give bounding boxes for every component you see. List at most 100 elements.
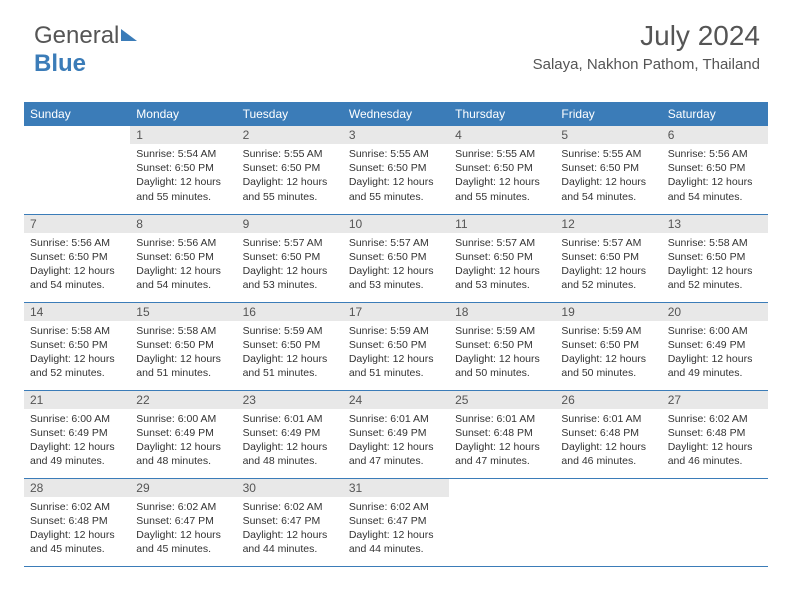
day-details: Sunrise: 6:00 AMSunset: 6:49 PMDaylight:… — [24, 409, 130, 473]
logo-part2: Blue — [34, 50, 86, 77]
calendar-cell: 21Sunrise: 6:00 AMSunset: 6:49 PMDayligh… — [24, 390, 130, 478]
calendar-cell: 5Sunrise: 5:55 AMSunset: 6:50 PMDaylight… — [555, 126, 661, 214]
day-number: 30 — [237, 479, 343, 497]
calendar-cell: 7Sunrise: 5:56 AMSunset: 6:50 PMDaylight… — [24, 214, 130, 302]
calendar-table: SundayMondayTuesdayWednesdayThursdayFrid… — [24, 102, 768, 567]
day-number: 15 — [130, 303, 236, 321]
day-number: 5 — [555, 126, 661, 144]
day-details: Sunrise: 5:57 AMSunset: 6:50 PMDaylight:… — [555, 233, 661, 297]
day-number: 4 — [449, 126, 555, 144]
calendar-week-row: 21Sunrise: 6:00 AMSunset: 6:49 PMDayligh… — [24, 390, 768, 478]
day-number: 28 — [24, 479, 130, 497]
calendar-week-row: 1Sunrise: 5:54 AMSunset: 6:50 PMDaylight… — [24, 126, 768, 214]
day-number: 18 — [449, 303, 555, 321]
day-number: 21 — [24, 391, 130, 409]
day-details: Sunrise: 5:59 AMSunset: 6:50 PMDaylight:… — [449, 321, 555, 385]
day-number: 6 — [662, 126, 768, 144]
calendar-cell: 16Sunrise: 5:59 AMSunset: 6:50 PMDayligh… — [237, 302, 343, 390]
day-details: Sunrise: 5:56 AMSunset: 6:50 PMDaylight:… — [24, 233, 130, 297]
calendar-cell: 19Sunrise: 5:59 AMSunset: 6:50 PMDayligh… — [555, 302, 661, 390]
calendar-cell — [662, 478, 768, 566]
day-header: Friday — [555, 102, 661, 126]
calendar-cell: 31Sunrise: 6:02 AMSunset: 6:47 PMDayligh… — [343, 478, 449, 566]
calendar-cell: 1Sunrise: 5:54 AMSunset: 6:50 PMDaylight… — [130, 126, 236, 214]
calendar-cell: 23Sunrise: 6:01 AMSunset: 6:49 PMDayligh… — [237, 390, 343, 478]
day-number: 2 — [237, 126, 343, 144]
logo-triangle-icon — [121, 29, 137, 41]
calendar-cell: 3Sunrise: 5:55 AMSunset: 6:50 PMDaylight… — [343, 126, 449, 214]
day-number: 14 — [24, 303, 130, 321]
calendar-cell: 27Sunrise: 6:02 AMSunset: 6:48 PMDayligh… — [662, 390, 768, 478]
day-details: Sunrise: 5:59 AMSunset: 6:50 PMDaylight:… — [343, 321, 449, 385]
day-header: Wednesday — [343, 102, 449, 126]
day-header: Tuesday — [237, 102, 343, 126]
calendar-week-row: 28Sunrise: 6:02 AMSunset: 6:48 PMDayligh… — [24, 478, 768, 566]
day-number: 25 — [449, 391, 555, 409]
calendar-cell — [449, 478, 555, 566]
calendar-cell: 9Sunrise: 5:57 AMSunset: 6:50 PMDaylight… — [237, 214, 343, 302]
day-number: 1 — [130, 126, 236, 144]
day-details: Sunrise: 6:01 AMSunset: 6:48 PMDaylight:… — [555, 409, 661, 473]
day-number: 29 — [130, 479, 236, 497]
day-number: 3 — [343, 126, 449, 144]
day-details: Sunrise: 6:02 AMSunset: 6:47 PMDaylight:… — [343, 497, 449, 561]
day-number: 26 — [555, 391, 661, 409]
day-details: Sunrise: 6:02 AMSunset: 6:48 PMDaylight:… — [24, 497, 130, 561]
day-details: Sunrise: 5:56 AMSunset: 6:50 PMDaylight:… — [662, 144, 768, 208]
calendar-cell: 13Sunrise: 5:58 AMSunset: 6:50 PMDayligh… — [662, 214, 768, 302]
day-details: Sunrise: 5:58 AMSunset: 6:50 PMDaylight:… — [24, 321, 130, 385]
day-number: 12 — [555, 215, 661, 233]
calendar-cell: 29Sunrise: 6:02 AMSunset: 6:47 PMDayligh… — [130, 478, 236, 566]
calendar-cell: 12Sunrise: 5:57 AMSunset: 6:50 PMDayligh… — [555, 214, 661, 302]
day-details: Sunrise: 5:55 AMSunset: 6:50 PMDaylight:… — [237, 144, 343, 208]
day-header-row: SundayMondayTuesdayWednesdayThursdayFrid… — [24, 102, 768, 126]
logo-part1: General — [34, 22, 119, 49]
day-header: Thursday — [449, 102, 555, 126]
day-details: Sunrise: 5:54 AMSunset: 6:50 PMDaylight:… — [130, 144, 236, 208]
day-details: Sunrise: 6:01 AMSunset: 6:49 PMDaylight:… — [237, 409, 343, 473]
header-right: July 2024 Salaya, Nakhon Pathom, Thailan… — [533, 20, 760, 73]
calendar-cell: 14Sunrise: 5:58 AMSunset: 6:50 PMDayligh… — [24, 302, 130, 390]
day-details: Sunrise: 5:55 AMSunset: 6:50 PMDaylight:… — [449, 144, 555, 208]
day-number: 17 — [343, 303, 449, 321]
calendar-cell: 10Sunrise: 5:57 AMSunset: 6:50 PMDayligh… — [343, 214, 449, 302]
day-details: Sunrise: 6:01 AMSunset: 6:49 PMDaylight:… — [343, 409, 449, 473]
day-number: 8 — [130, 215, 236, 233]
day-details: Sunrise: 6:02 AMSunset: 6:48 PMDaylight:… — [662, 409, 768, 473]
day-details: Sunrise: 5:58 AMSunset: 6:50 PMDaylight:… — [662, 233, 768, 297]
day-details: Sunrise: 6:02 AMSunset: 6:47 PMDaylight:… — [130, 497, 236, 561]
day-number: 7 — [24, 215, 130, 233]
calendar-cell: 15Sunrise: 5:58 AMSunset: 6:50 PMDayligh… — [130, 302, 236, 390]
calendar-cell: 28Sunrise: 6:02 AMSunset: 6:48 PMDayligh… — [24, 478, 130, 566]
location-text: Salaya, Nakhon Pathom, Thailand — [533, 56, 760, 73]
day-number: 9 — [237, 215, 343, 233]
calendar-cell: 2Sunrise: 5:55 AMSunset: 6:50 PMDaylight… — [237, 126, 343, 214]
day-number: 23 — [237, 391, 343, 409]
day-details: Sunrise: 5:56 AMSunset: 6:50 PMDaylight:… — [130, 233, 236, 297]
day-number: 27 — [662, 391, 768, 409]
calendar-week-row: 14Sunrise: 5:58 AMSunset: 6:50 PMDayligh… — [24, 302, 768, 390]
calendar-cell: 24Sunrise: 6:01 AMSunset: 6:49 PMDayligh… — [343, 390, 449, 478]
day-header: Sunday — [24, 102, 130, 126]
day-number: 10 — [343, 215, 449, 233]
calendar-week-row: 7Sunrise: 5:56 AMSunset: 6:50 PMDaylight… — [24, 214, 768, 302]
day-details: Sunrise: 6:02 AMSunset: 6:47 PMDaylight:… — [237, 497, 343, 561]
calendar-cell: 20Sunrise: 6:00 AMSunset: 6:49 PMDayligh… — [662, 302, 768, 390]
day-details: Sunrise: 5:59 AMSunset: 6:50 PMDaylight:… — [555, 321, 661, 385]
day-details: Sunrise: 6:00 AMSunset: 6:49 PMDaylight:… — [662, 321, 768, 385]
calendar-cell — [24, 126, 130, 214]
calendar-cell: 22Sunrise: 6:00 AMSunset: 6:49 PMDayligh… — [130, 390, 236, 478]
day-number: 31 — [343, 479, 449, 497]
calendar-cell: 8Sunrise: 5:56 AMSunset: 6:50 PMDaylight… — [130, 214, 236, 302]
calendar-cell: 6Sunrise: 5:56 AMSunset: 6:50 PMDaylight… — [662, 126, 768, 214]
day-details: Sunrise: 5:55 AMSunset: 6:50 PMDaylight:… — [555, 144, 661, 208]
calendar-cell: 25Sunrise: 6:01 AMSunset: 6:48 PMDayligh… — [449, 390, 555, 478]
day-details: Sunrise: 5:58 AMSunset: 6:50 PMDaylight:… — [130, 321, 236, 385]
day-number: 13 — [662, 215, 768, 233]
calendar-cell: 4Sunrise: 5:55 AMSunset: 6:50 PMDaylight… — [449, 126, 555, 214]
day-details: Sunrise: 5:59 AMSunset: 6:50 PMDaylight:… — [237, 321, 343, 385]
day-number: 11 — [449, 215, 555, 233]
day-details: Sunrise: 6:00 AMSunset: 6:49 PMDaylight:… — [130, 409, 236, 473]
day-number: 19 — [555, 303, 661, 321]
day-number: 20 — [662, 303, 768, 321]
